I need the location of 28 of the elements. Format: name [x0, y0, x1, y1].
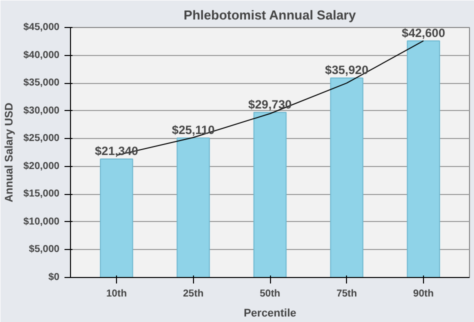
y-tick-label: $35,000 — [23, 78, 60, 89]
y-tick-label: $40,000 — [23, 50, 60, 61]
y-axis-title: Annual Salary USD — [3, 102, 16, 202]
y-tick-label: $15,000 — [23, 188, 60, 200]
x-tick-label: 75th — [336, 288, 358, 300]
y-tick-label: $20,000 — [23, 160, 60, 172]
y-tick-label: $25,000 — [23, 133, 60, 144]
x-tick-label: 25th — [182, 288, 204, 300]
y-tick-label: $30,000 — [23, 105, 60, 116]
y-tick-label: $45,000 — [23, 22, 60, 33]
data-label: $35,920 — [325, 62, 369, 77]
chart-title: Phlebotomist Annual Salary — [184, 8, 357, 22]
y-tick-label: $5,000 — [28, 244, 60, 256]
bar — [406, 40, 440, 278]
bar — [100, 158, 134, 278]
x-tick-label: 90th — [413, 288, 434, 300]
data-label: $42,600 — [402, 26, 446, 40]
data-label: $21,340 — [94, 144, 139, 158]
y-tick-label: $10,000 — [23, 216, 60, 228]
data-label: $29,730 — [248, 97, 292, 112]
data-label: $25,110 — [172, 123, 215, 137]
x-tick-label: 10th — [106, 288, 127, 300]
bar — [253, 112, 287, 278]
bar — [330, 77, 364, 278]
y-tick-label: $0 — [48, 272, 60, 283]
x-axis-title: Percentile — [244, 308, 296, 320]
x-tick-label: 50th — [260, 288, 280, 300]
bar — [176, 138, 210, 278]
